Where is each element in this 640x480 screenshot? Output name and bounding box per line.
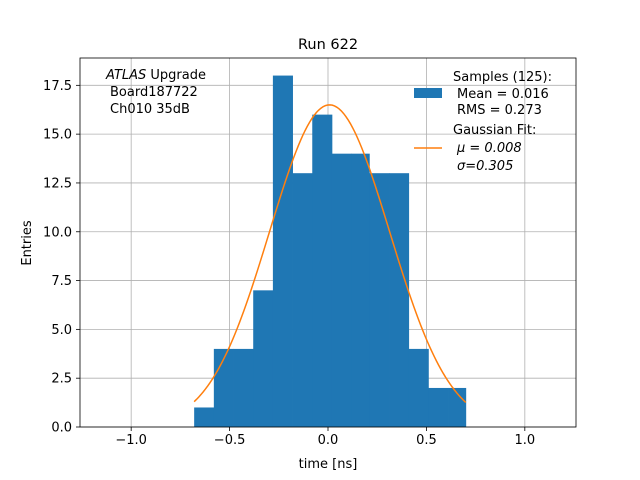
x-axis-label: time [ns]	[299, 457, 358, 472]
annotation-line-2: Board187722	[110, 85, 198, 100]
annotation-line-1: ATLAS Upgrade	[105, 68, 206, 83]
histogram-bar	[408, 348, 429, 427]
legend-fit-title: Gaussian Fit:	[453, 123, 536, 138]
annotation-line-3: Ch010 35dB	[110, 102, 190, 117]
y-tick-label: 2.5	[51, 372, 72, 387]
gaussian-fit-line	[193, 104, 467, 403]
x-tick-label: 0.0	[318, 433, 339, 448]
legend-samples-rms: RMS = 0.273	[457, 103, 542, 118]
x-tick-label: 1.0	[514, 433, 535, 448]
histogram-bar	[389, 173, 410, 427]
y-tick-label: 0.0	[51, 421, 72, 436]
y-tick-label: 10.0	[43, 225, 72, 240]
annotation: ATLAS Upgrade Board187722 Ch010 35dB	[105, 68, 206, 117]
histogram-bar	[233, 348, 254, 427]
histogram-bar	[331, 153, 353, 427]
legend-samples-swatch	[414, 88, 442, 98]
x-axis-ticks: −1.0 −0.5 0.0 0.5 1.0	[115, 427, 535, 448]
histogram-bar	[351, 153, 370, 427]
histogram-bar	[428, 387, 449, 427]
legend-fit-sigma: σ=0.305	[457, 159, 513, 174]
histogram-bars	[194, 75, 467, 428]
legend: Samples (125): Mean = 0.016 RMS = 0.273 …	[414, 70, 552, 174]
chart-title: Run 622	[298, 37, 358, 53]
y-tick-label: 12.5	[43, 176, 72, 191]
y-axis-ticks: 0.0 2.5 5.0 7.5 10.0 12.5 15.0 17.5	[43, 79, 80, 436]
histogram-bar	[272, 75, 293, 428]
histogram-bar	[292, 173, 313, 427]
y-tick-label: 5.0	[51, 323, 72, 338]
x-tick-label: −0.5	[214, 433, 246, 448]
y-axis-label: Entries	[20, 220, 35, 266]
legend-samples-title: Samples (125):	[453, 70, 552, 85]
legend-fit-mu: μ = 0.008	[456, 141, 522, 156]
x-tick-label: 0.5	[416, 433, 437, 448]
legend-samples-mean: Mean = 0.016	[457, 87, 549, 102]
histogram-bar	[253, 290, 274, 427]
atlas-label: ATLAS	[105, 68, 146, 83]
upgrade-label: Upgrade	[146, 68, 206, 83]
y-tick-label: 17.5	[43, 79, 72, 94]
histogram-bar	[312, 114, 333, 427]
y-tick-label: 7.5	[51, 274, 72, 289]
histogram-bar	[369, 173, 390, 427]
y-tick-label: 15.0	[43, 128, 72, 143]
x-tick-label: −1.0	[115, 433, 147, 448]
histogram-bar	[213, 348, 234, 427]
histogram-bar	[194, 407, 215, 427]
